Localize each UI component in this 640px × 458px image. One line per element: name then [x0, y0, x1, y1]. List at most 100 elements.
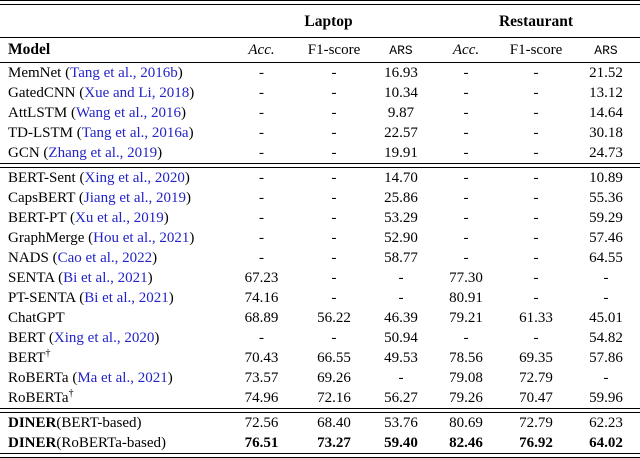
empty-value-cell: - — [331, 64, 337, 81]
metric-value-cell: 76.51 — [244, 434, 279, 451]
metric-value-cell: 68.89 — [244, 309, 279, 326]
empty-value-cell: - — [463, 144, 469, 161]
metric-value-cell: 73.57 — [244, 369, 279, 386]
empty-value-cell: - — [331, 249, 337, 266]
citation-link[interactable]: Cao et al., 2022 — [57, 249, 153, 266]
empty-value-cell: - — [533, 189, 539, 206]
metric-value-cell: 64.55 — [589, 249, 623, 266]
metric-value-cell: 58.77 — [384, 249, 418, 266]
column-header-restaurant-ars: ARS — [594, 42, 618, 58]
metric-value-cell: 79.26 — [449, 389, 483, 406]
table-row: GatedCNN (Xue and Li, 2018) - - 10.34 - - 13.1… — [0, 83, 640, 103]
table-row: PT-SENTA (Bi et al., 2021) 74.16 - - 80.91 - - — [0, 288, 640, 308]
metric-value-cell: 52.90 — [384, 229, 418, 246]
metric-value-cell: 14.64 — [589, 104, 623, 121]
header-mid-rule — [0, 37, 640, 38]
empty-value-cell: - — [331, 229, 337, 246]
citation-link[interactable]: Ma et al., 2021 — [77, 369, 168, 386]
citation-link[interactable]: Xing et al., 2020 — [53, 329, 155, 346]
empty-value-cell: - — [463, 169, 469, 186]
empty-value-cell: - — [463, 64, 469, 81]
model-name: ChatGPT — [8, 309, 65, 326]
citation-link[interactable]: Hou et al., 2021 — [93, 229, 190, 246]
table-row: NADS (Cao et al., 2022) - - 58.77 - - 64.55 — [0, 248, 640, 268]
metric-value-cell: 78.56 — [449, 349, 483, 366]
model-name: BERT — [8, 329, 46, 346]
empty-value-cell: - — [331, 189, 337, 206]
model-name-cell: MemNet (Tang et al., 2016b) — [8, 64, 183, 81]
table-row: DINER(RoBERTa-based) 76.51 73.27 59.40 82.46… — [0, 433, 640, 454]
metric-value-cell: 74.96 — [244, 389, 279, 406]
top-rule — [0, 0, 640, 5]
model-name: MemNet — [8, 64, 62, 81]
empty-value-cell: - — [331, 84, 337, 101]
metric-value-cell: 69.26 — [317, 369, 351, 386]
column-header-laptop-acc: Acc. — [248, 41, 275, 58]
empty-value-cell: - — [603, 369, 609, 386]
group-header-restaurant: Restaurant — [498, 13, 574, 30]
model-name-cell: BERT-Sent (Xing et al., 2020) — [8, 169, 190, 186]
metric-value-cell: 69.35 — [519, 349, 553, 366]
group-header-empty — [0, 7, 225, 38]
model-name-cell: ChatGPT — [0, 308, 225, 328]
table-header: Laptop Restaurant Model Acc. F1-score AR… — [0, 0, 640, 63]
empty-value-cell: - — [533, 144, 539, 161]
metric-value-cell: 59.29 — [589, 209, 623, 226]
metric-value-cell: 57.46 — [589, 229, 623, 246]
metric-value-cell: 72.79 — [519, 369, 553, 386]
table-body: MemNet (Tang et al., 2016b) - - 16.93 - - 21.5… — [0, 63, 640, 458]
empty-value-cell: - — [603, 289, 609, 306]
empty-value-cell: - — [259, 104, 264, 121]
citation-link[interactable]: Tang et al., 2016b — [70, 64, 178, 81]
model-name: GatedCNN — [8, 84, 76, 101]
empty-value-cell: - — [259, 249, 264, 266]
empty-value-cell: - — [463, 84, 469, 101]
metric-value-cell: 53.76 — [384, 414, 418, 431]
citation-link[interactable]: Xing et al., 2020 — [84, 169, 185, 186]
citation-link[interactable]: Bi et al., 2021 — [84, 289, 169, 306]
model-name-cell: RoBERTa† — [0, 388, 225, 409]
metric-value-cell: 72.79 — [519, 414, 553, 431]
table-row: AttLSTM (Wang et al., 2016) - - 9.87 - - 14.64 — [0, 103, 640, 123]
citation-link[interactable]: Xue and Li, 2018 — [84, 84, 190, 101]
column-header-restaurant-f1: F1-score — [509, 41, 563, 58]
empty-value-cell: - — [331, 124, 337, 141]
header-bottom-rule — [0, 62, 640, 63]
metric-value-cell: 50.94 — [384, 329, 418, 346]
metric-value-cell: 53.29 — [384, 209, 418, 226]
citation-link[interactable]: Zhang et al., 2019 — [48, 144, 158, 161]
metric-value-cell: 61.33 — [519, 309, 553, 326]
empty-value-cell: - — [259, 209, 264, 226]
metric-value-cell: 72.56 — [244, 414, 279, 431]
empty-value-cell: - — [533, 289, 539, 306]
table-row: MemNet (Tang et al., 2016b) - - 16.93 - - 21.5… — [0, 63, 640, 83]
column-header-model: Model — [8, 41, 51, 58]
metric-value-cell: 77.30 — [449, 269, 483, 286]
metric-value-cell: 54.82 — [589, 329, 623, 346]
empty-value-cell: - — [259, 229, 264, 246]
metric-value-cell: 59.96 — [589, 389, 623, 406]
bottom-rule — [0, 453, 640, 458]
empty-value-cell: - — [533, 229, 539, 246]
model-name: RoBERTa — [8, 389, 69, 406]
citation-link[interactable]: Tang et al., 2016a — [81, 124, 189, 141]
metric-value-cell: 82.46 — [449, 434, 483, 451]
metric-value-cell: 59.40 — [384, 434, 418, 451]
column-header-row: Model Acc. F1-score ARS Acc. F1-score AR… — [0, 38, 640, 63]
metric-value-cell: 25.86 — [384, 189, 418, 206]
model-name-cell: TD-LSTM (Tang et al., 2016a) — [8, 124, 194, 141]
metric-value-cell: 22.57 — [384, 124, 418, 141]
citation-link[interactable]: Wang et al., 2016 — [75, 104, 181, 121]
section-separator-rule — [0, 163, 640, 168]
empty-value-cell: - — [259, 169, 264, 186]
model-name: GraphMerge — [8, 229, 85, 246]
citation-link[interactable]: Bi et al., 2021 — [63, 269, 148, 286]
citation-link[interactable]: Xu et al., 2019 — [75, 209, 164, 226]
model-name-cell: GatedCNN (Xue and Li, 2018) — [8, 84, 195, 101]
empty-value-cell: - — [463, 329, 469, 346]
empty-value-cell: - — [463, 249, 469, 266]
metric-value-cell: 70.47 — [519, 389, 553, 406]
citation-link[interactable]: Jiang et al., 2019 — [83, 189, 186, 206]
metric-value-cell: 70.43 — [244, 349, 279, 366]
metric-value-cell: 72.16 — [317, 389, 351, 406]
